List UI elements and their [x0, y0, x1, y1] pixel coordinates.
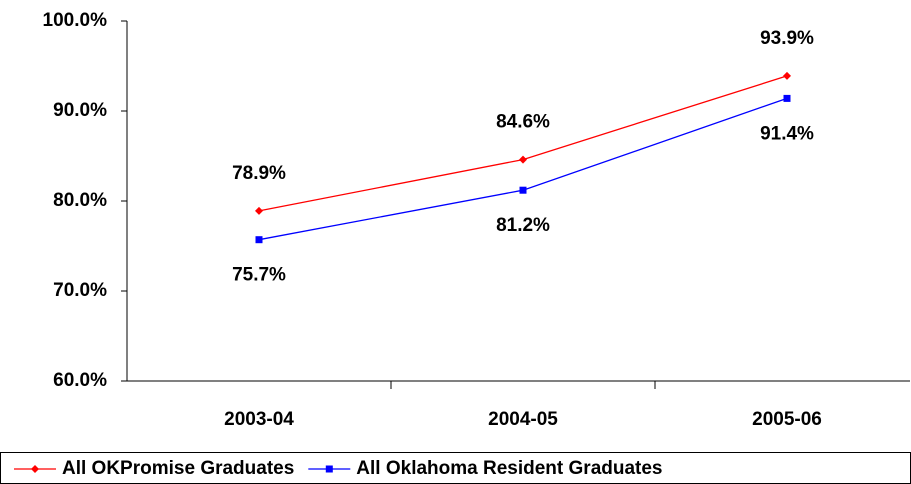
point	[783, 94, 791, 102]
data-label: 75.7%	[232, 265, 286, 286]
y-tick-label: 90.0%	[53, 100, 107, 121]
y-tick-label: 60.0%	[53, 370, 107, 391]
data-label: 93.9%	[760, 28, 814, 49]
point	[255, 206, 263, 215]
x-tick-label: 2004-05	[488, 409, 558, 430]
legend-label: All Oklahoma Resident Graduates	[356, 458, 662, 479]
x-tick-label: 2003-04	[224, 409, 294, 430]
point	[519, 186, 527, 194]
legend-box	[0, 452, 911, 484]
legend-marker	[31, 465, 39, 473]
data-label: 91.4%	[760, 123, 814, 144]
point	[783, 71, 791, 80]
point	[255, 236, 263, 244]
y-tick-label: 70.0%	[53, 280, 107, 301]
data-label: 78.9%	[232, 163, 286, 184]
legend-marker	[325, 465, 333, 473]
legend-label: All OKPromise Graduates	[62, 458, 294, 479]
x-tick-label: 2005-06	[752, 409, 822, 430]
y-tick-label: 80.0%	[53, 190, 107, 211]
data-label: 84.6%	[496, 112, 550, 133]
data-label: 81.2%	[496, 215, 550, 236]
point	[519, 155, 527, 164]
y-tick-label: 100.0%	[43, 10, 108, 31]
